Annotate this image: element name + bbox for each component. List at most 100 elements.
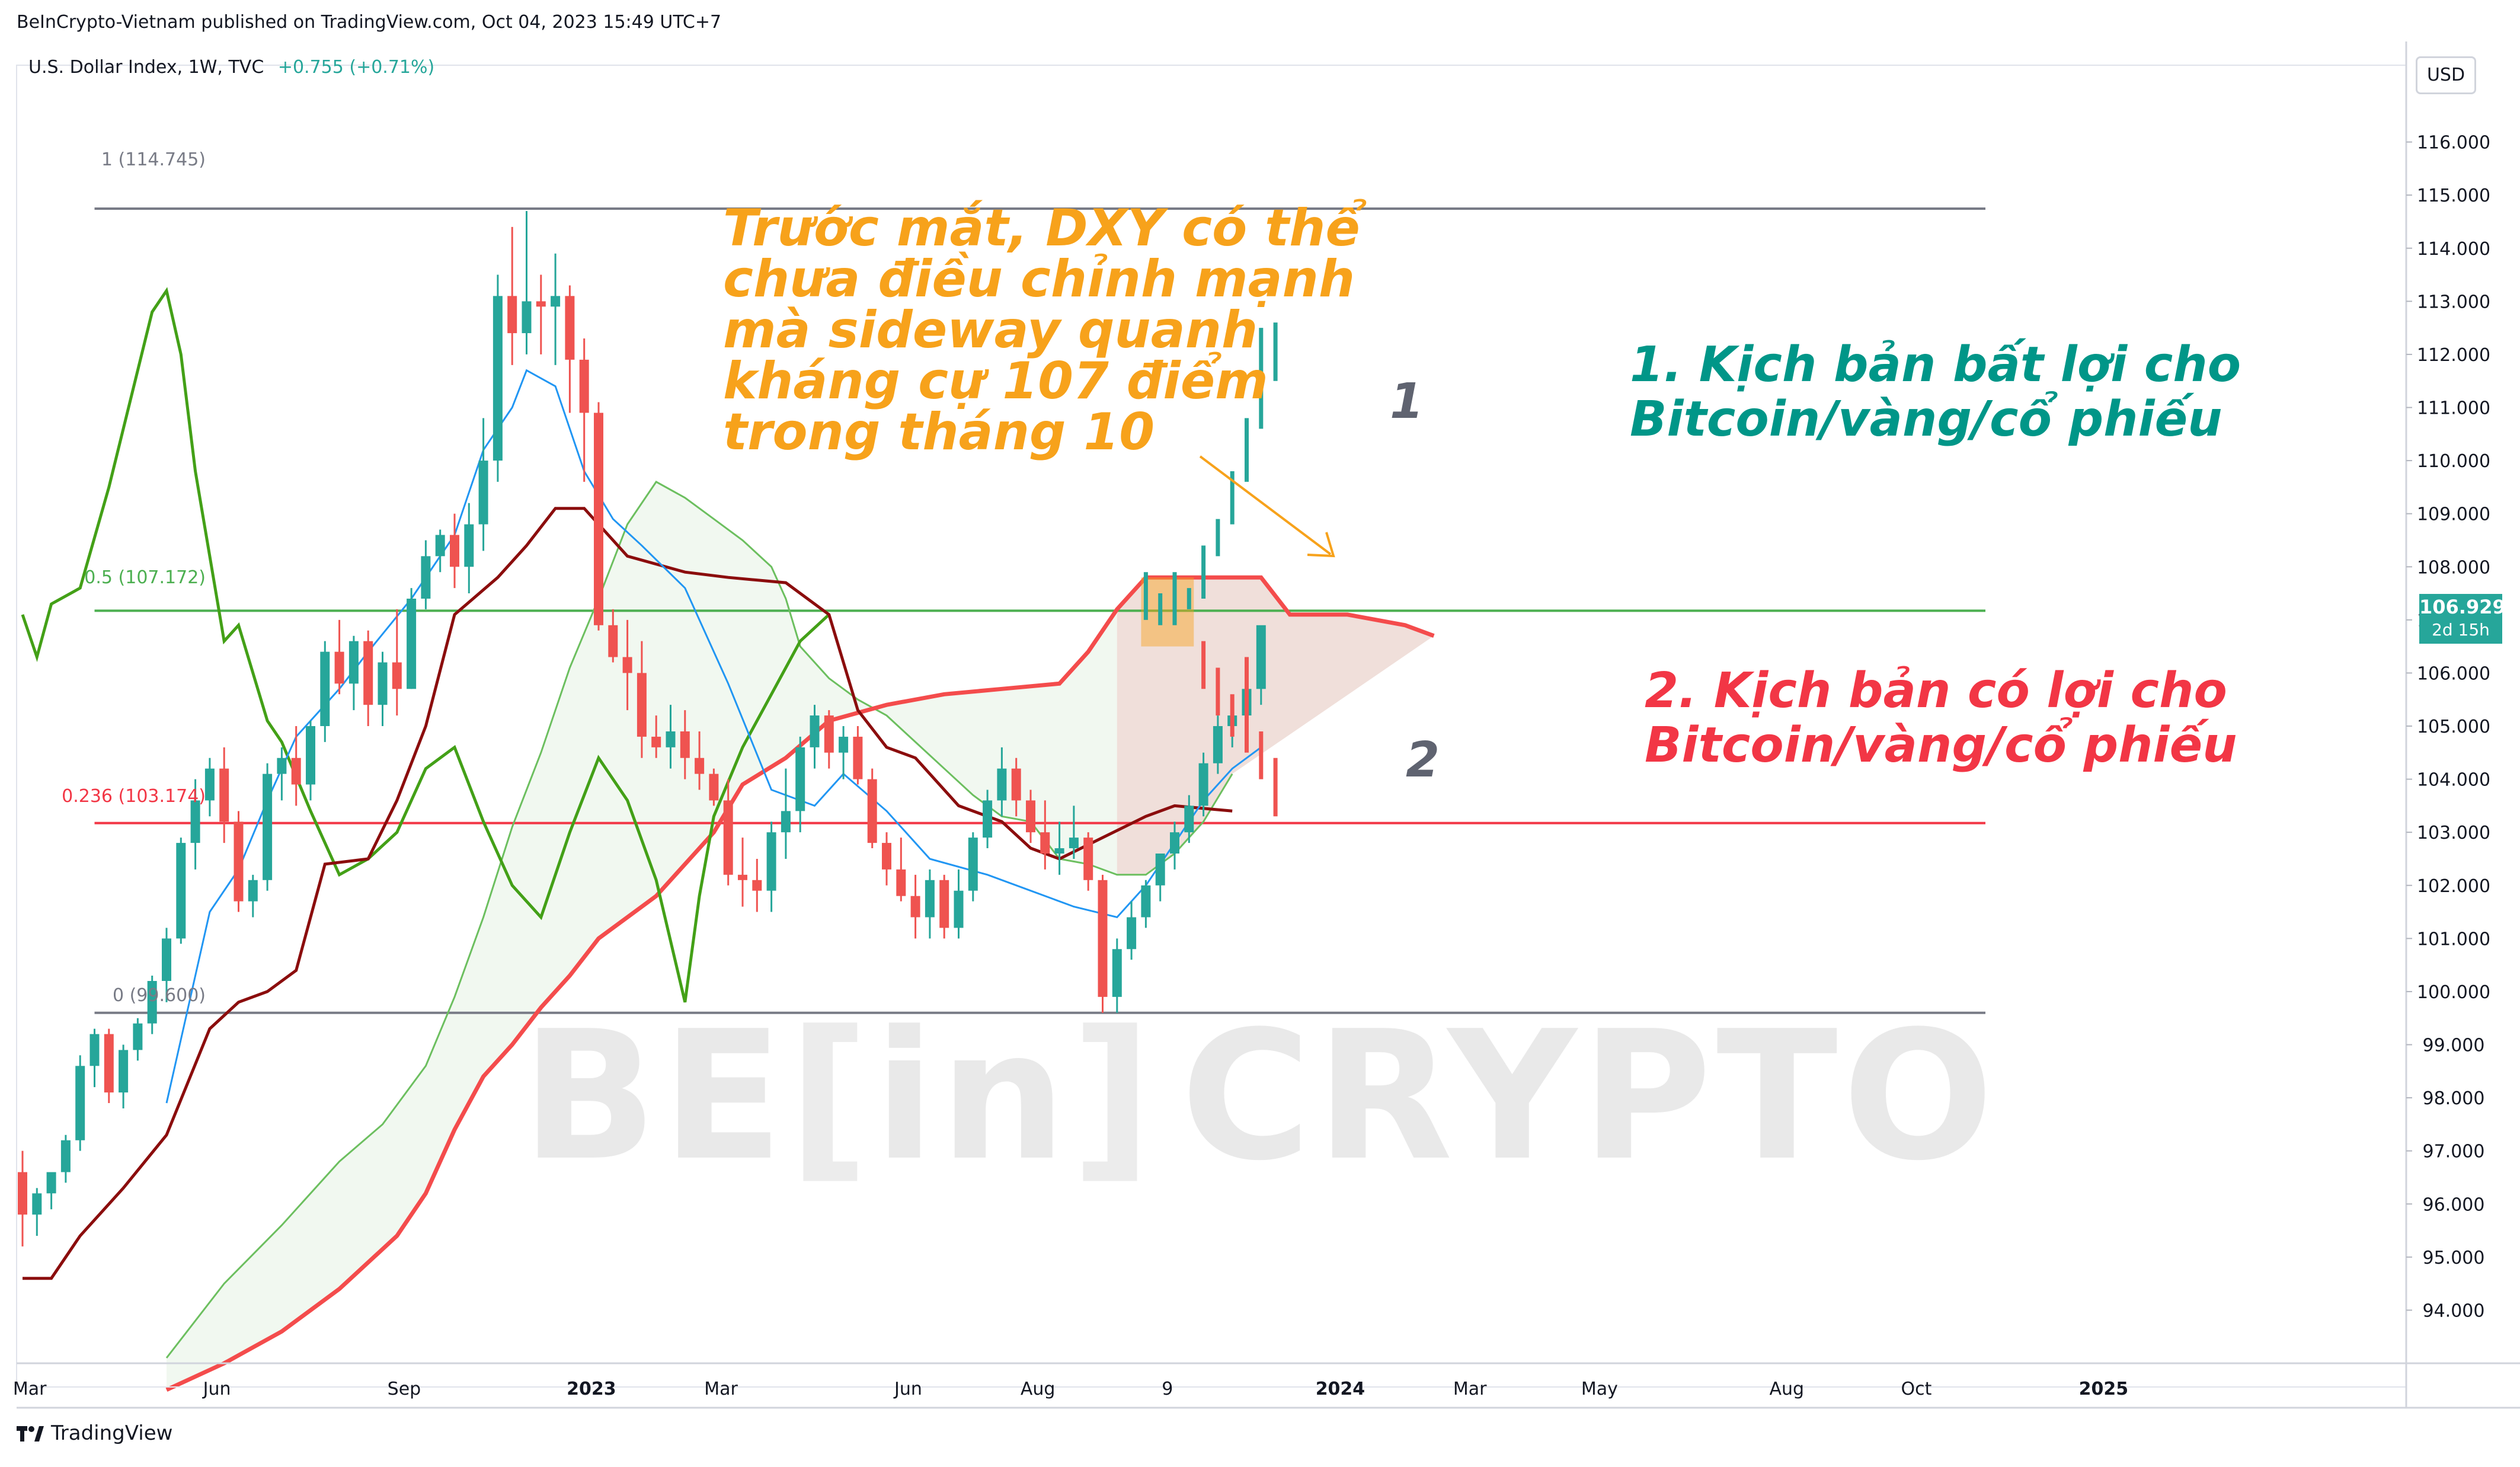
teal-annotation: 1. Kịch bản bất lợi cho Bitcoin/vàng/cổ … bbox=[1630, 338, 2241, 447]
candle-body bbox=[147, 981, 157, 1024]
candle-body bbox=[234, 822, 244, 902]
watermark-crypto: CRYPTO bbox=[1181, 993, 1998, 1200]
candle-body bbox=[680, 731, 690, 758]
candle-body bbox=[1040, 832, 1050, 854]
y-tick-label: 103.000 bbox=[2417, 823, 2490, 843]
last-price-countdown: 2d 15h bbox=[2432, 620, 2490, 640]
candle-body bbox=[248, 880, 258, 902]
candle-body bbox=[983, 800, 993, 838]
candle-body bbox=[810, 715, 820, 747]
x-tick-label: 9 bbox=[1162, 1379, 1173, 1399]
symbol-change: +0.755 (+0.71%) bbox=[277, 57, 435, 78]
candle-body bbox=[435, 535, 445, 557]
candle-body bbox=[277, 758, 287, 774]
beincrypto-watermark: BE[in] CRYPTO bbox=[522, 1008, 1998, 1185]
y-tick-label: 105.000 bbox=[2417, 717, 2490, 737]
x-tick-label: Mar bbox=[704, 1379, 738, 1399]
candle-body bbox=[1054, 848, 1064, 854]
y-tick-label: 99.000 bbox=[2423, 1035, 2485, 1056]
y-tick-label: 100.000 bbox=[2417, 982, 2490, 1003]
candle-body bbox=[190, 800, 200, 843]
candle-body bbox=[1112, 949, 1122, 997]
red-line-1: 2. Kịch bản có lợi cho bbox=[1645, 663, 2227, 719]
candle-body bbox=[766, 832, 776, 891]
candle-body bbox=[478, 461, 488, 525]
teal-line-2: Bitcoin/vàng/cổ phiếu bbox=[1630, 391, 2222, 448]
cloud-fill-red bbox=[1117, 577, 1434, 875]
candle-body bbox=[464, 524, 474, 567]
symbol-title: U.S. Dollar Index, 1W, TVC bbox=[28, 57, 264, 78]
x-tick-label: Jun bbox=[893, 1379, 922, 1399]
orange-annotation: Trước mắt, DXY có thể chưa điều chỉnh mạ… bbox=[723, 203, 1360, 458]
y-tick-label: 102.000 bbox=[2417, 876, 2490, 897]
candle-body bbox=[839, 736, 849, 753]
y-tick-label: 96.000 bbox=[2423, 1194, 2485, 1215]
tradingview-brand: TradingView bbox=[51, 1421, 173, 1445]
candle-body bbox=[378, 662, 388, 705]
candle-body bbox=[594, 413, 603, 625]
tradingview-footer[interactable]: TradingView bbox=[17, 1421, 172, 1445]
orange-line-2: chưa điều chỉnh mạnh bbox=[723, 250, 1355, 309]
x-tick-label: Oct bbox=[1901, 1379, 1932, 1399]
candle-body bbox=[1069, 838, 1079, 849]
candle-body bbox=[954, 890, 964, 928]
candle-body bbox=[666, 731, 676, 747]
y-tick-label: 106.000 bbox=[2417, 663, 2490, 684]
y-tick-label: 101.000 bbox=[2417, 929, 2490, 950]
candle-body bbox=[622, 657, 632, 673]
candle-body bbox=[910, 896, 920, 918]
watermark-be: BE bbox=[522, 993, 788, 1200]
y-tick-label: 114.000 bbox=[2417, 239, 2490, 260]
candle-body bbox=[507, 296, 517, 334]
x-tick-label: 2025 bbox=[2079, 1379, 2129, 1399]
orange-line-1: Trước mắt, DXY có thể bbox=[723, 199, 1360, 258]
candle-body bbox=[752, 880, 762, 891]
callout-arrow-head bbox=[1307, 532, 1335, 558]
candle-body bbox=[925, 880, 935, 918]
tenkan-sen bbox=[165, 369, 1262, 1104]
candle-body bbox=[104, 1034, 114, 1093]
last-price-value: 106.929 bbox=[2419, 596, 2506, 618]
resistance-zone bbox=[1141, 577, 1194, 647]
candle-body bbox=[795, 747, 805, 811]
candle-body bbox=[1141, 885, 1151, 918]
candle-body bbox=[60, 1140, 71, 1172]
candle-body bbox=[32, 1193, 42, 1215]
candle-body bbox=[968, 838, 978, 891]
senkou-span-b bbox=[165, 480, 1233, 1359]
symbol-line: U.S. Dollar Index, 1W, TVC +0.755 (+0.71… bbox=[28, 57, 434, 78]
x-tick-label: 2023 bbox=[567, 1379, 616, 1399]
chikou-span bbox=[21, 287, 830, 1003]
y-tick-label: 112.000 bbox=[2417, 345, 2490, 366]
candle-body bbox=[1213, 726, 1223, 763]
watermark-in: in bbox=[874, 993, 1072, 1200]
candle-body bbox=[46, 1172, 56, 1194]
candle-body bbox=[1170, 832, 1179, 854]
candle-body bbox=[1098, 880, 1108, 997]
x-tick-label: Aug bbox=[1021, 1379, 1056, 1399]
scenario-1-marker: 1 bbox=[1390, 373, 1424, 430]
candle-body bbox=[738, 874, 747, 880]
candle-body bbox=[162, 938, 171, 981]
y-tick-label: 98.000 bbox=[2423, 1088, 2485, 1109]
y-tick-label: 111.000 bbox=[2417, 398, 2490, 419]
candle-body bbox=[392, 662, 402, 689]
y-tick-label: 108.000 bbox=[2417, 557, 2490, 578]
x-tick-label: Mar bbox=[1453, 1379, 1487, 1399]
watermark-bracket-left: [ bbox=[788, 993, 874, 1200]
orange-line-4: kháng cự 107 điểm bbox=[723, 351, 1268, 411]
candle-body bbox=[651, 736, 661, 747]
teal-line-1: 1. Kịch bản bất lợi cho bbox=[1630, 337, 2241, 393]
candle-body bbox=[1026, 800, 1035, 833]
x-tick-label: May bbox=[1581, 1379, 1618, 1399]
y-tick-label: 116.000 bbox=[2417, 133, 2490, 154]
candle-body bbox=[306, 726, 315, 785]
candle-body bbox=[1011, 768, 1021, 801]
candle-body bbox=[579, 359, 589, 413]
candle-body bbox=[407, 599, 417, 689]
candle-body bbox=[421, 556, 431, 599]
candle-body bbox=[348, 641, 359, 684]
candle-body bbox=[493, 296, 503, 461]
currency-selector[interactable]: USD bbox=[2416, 56, 2476, 94]
